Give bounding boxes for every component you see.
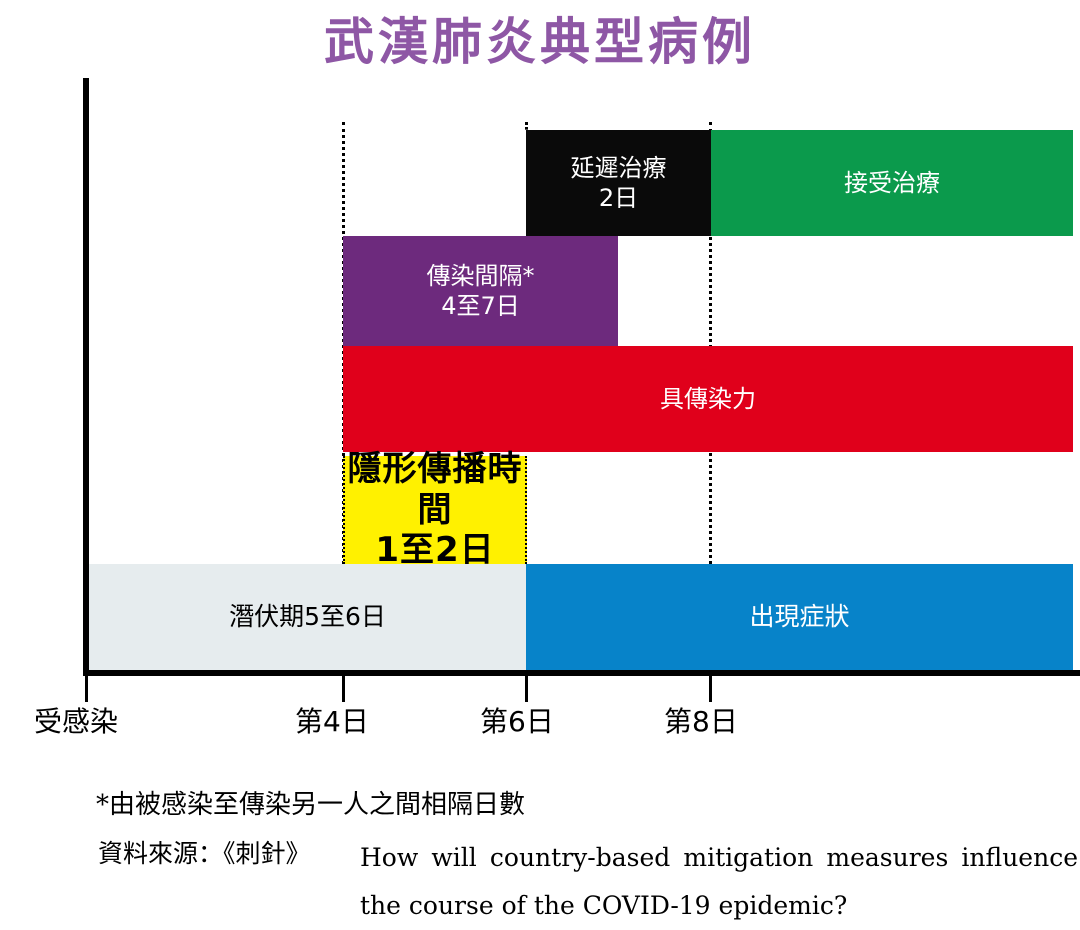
source-label: 資料來源：《刺針》 bbox=[98, 839, 311, 868]
day8-guide-line bbox=[709, 122, 712, 564]
receive-treatment-label: 接受治療 bbox=[844, 169, 940, 197]
symptoms-bar: 出現症狀 bbox=[526, 564, 1073, 670]
tick-day4 bbox=[342, 676, 345, 702]
receive-treatment-bar: 接受治療 bbox=[711, 130, 1073, 236]
y-axis-line bbox=[83, 78, 89, 676]
x-axis-line bbox=[83, 670, 1080, 676]
delayed-treatment-duration: 2日 bbox=[598, 184, 639, 212]
transmission-interval-duration: 4至7日 bbox=[441, 292, 520, 320]
x-label-day8: 第8日 bbox=[664, 705, 738, 738]
hidden-transmission-label: 隱形傳播時間 bbox=[347, 448, 523, 530]
infectious-bar: 具傳染力 bbox=[343, 346, 1073, 452]
infectious-label: 具傳染力 bbox=[660, 385, 756, 413]
transmission-interval-label: 傳染間隔* bbox=[426, 262, 535, 290]
x-label-day6: 第6日 bbox=[480, 705, 554, 738]
delayed-treatment-bar: 延遲治療 2日 bbox=[526, 130, 711, 236]
hidden-transmission-bar: 隱形傳播時間 1至2日 bbox=[343, 449, 527, 570]
incubation-bar: 潛伏期5至6日 bbox=[89, 564, 526, 670]
footnote: *由被感染至傳染另一人之間相隔日數 bbox=[96, 790, 526, 820]
source-text: How will country-based mitigation measur… bbox=[360, 843, 1078, 920]
day6-guide-line bbox=[525, 122, 528, 130]
x-label-infected: 受感染 bbox=[34, 705, 119, 738]
incubation-label: 潛伏期5至6日 bbox=[229, 602, 386, 632]
chart-title: 武漢肺炎典型病例 bbox=[324, 13, 756, 71]
tick-day8 bbox=[709, 676, 712, 702]
delayed-treatment-label: 延遲治療 bbox=[570, 154, 667, 182]
x-label-day4: 第4日 bbox=[295, 705, 369, 738]
hidden-transmission-duration: 1至2日 bbox=[375, 530, 495, 571]
transmission-interval-bar: 傳染間隔* 4至7日 bbox=[343, 236, 618, 346]
tick-day6 bbox=[525, 676, 528, 702]
symptoms-label: 出現症狀 bbox=[749, 602, 850, 632]
tick-origin bbox=[85, 676, 88, 702]
